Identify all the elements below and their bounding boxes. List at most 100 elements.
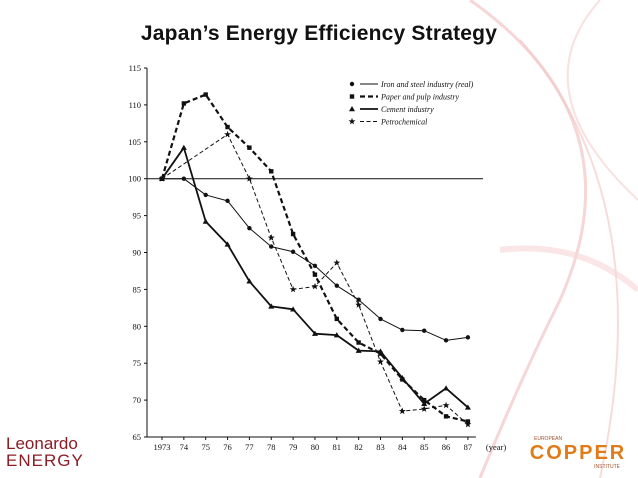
data-point-series-1 <box>181 176 187 181</box>
data-point-series-1 <box>465 335 471 340</box>
data-point-series-4 <box>442 401 450 409</box>
data-point-series-1 <box>334 283 339 288</box>
data-point-series-3 <box>399 374 406 381</box>
series-line-4 <box>161 133 469 425</box>
slide-title: Japan’s Energy Efficiency Strategy <box>140 22 498 45</box>
data-point-series-2 <box>247 145 252 150</box>
legend-label-2: Paper and pulp industry <box>380 93 459 102</box>
data-point-series-4 <box>377 358 384 365</box>
y-tick-label: 95 <box>133 211 142 221</box>
data-point-series-4 <box>289 285 297 293</box>
legend-marker-1 <box>349 81 355 87</box>
data-point-series-3 <box>421 400 428 406</box>
x-tick-label: 83 <box>376 442 385 452</box>
data-point-series-4 <box>355 301 363 308</box>
x-tick-label: 80 <box>311 442 320 452</box>
x-tick-label: 86 <box>442 442 451 452</box>
data-point-series-1 <box>203 192 208 198</box>
legend-marker-4 <box>348 117 356 125</box>
data-point-series-3 <box>377 348 384 354</box>
data-point-series-4 <box>267 234 275 241</box>
legend-label-4: Petrochemical <box>380 118 428 127</box>
logo-left-line1: Leonardo <box>6 434 78 453</box>
y-tick-label: 110 <box>129 100 141 110</box>
series-line-2 <box>160 93 469 423</box>
data-point-series-3 <box>355 347 362 353</box>
y-tick-label: 80 <box>133 321 142 331</box>
y-tick-label: 100 <box>128 174 141 184</box>
data-point-series-3 <box>224 241 231 247</box>
data-point-series-1 <box>290 249 296 254</box>
y-tick-label: 65 <box>133 432 142 442</box>
x-tick-label: 82 <box>354 442 363 452</box>
x-tick-label: 85 <box>420 442 429 452</box>
data-point-series-3 <box>202 218 209 224</box>
data-point-series-4 <box>158 175 166 182</box>
series-line-1 <box>162 178 468 341</box>
data-point-series-4 <box>224 130 231 138</box>
logo-right-bottom: INSTITUTE <box>594 464 620 470</box>
data-point-series-2 <box>443 414 449 419</box>
data-point-series-1 <box>356 297 361 302</box>
data-point-series-1 <box>312 263 318 268</box>
data-point-series-4 <box>333 259 341 266</box>
data-point-series-1 <box>422 328 427 333</box>
data-point-series-3 <box>290 306 297 312</box>
data-point-series-2 <box>312 272 318 277</box>
y-tick-label: 90 <box>133 248 142 258</box>
leonardo-energy-logo: Leonardo ENERGY <box>6 435 84 469</box>
x-tick-label: 81 <box>333 442 342 452</box>
y-tick-label: 85 <box>133 284 142 294</box>
legend-marker-3 <box>349 106 355 112</box>
data-point-series-1 <box>443 338 449 343</box>
data-point-series-2 <box>269 169 274 174</box>
x-tick-label: 75 <box>201 442 210 452</box>
data-point-series-2 <box>290 231 296 237</box>
data-point-series-4 <box>398 407 406 415</box>
data-point-series-2 <box>225 124 230 130</box>
data-point-series-1 <box>225 198 230 204</box>
x-tick-label: 77 <box>245 442 254 452</box>
x-axis-label: (year) <box>486 442 506 452</box>
data-point-series-4 <box>464 420 472 428</box>
logo-left-line2: ENERGY <box>6 451 84 470</box>
legend-marker-2 <box>349 94 355 99</box>
data-point-series-2 <box>422 397 427 403</box>
decorative-arc <box>519 39 619 478</box>
legend-label-1: Iron and steel industry (real) <box>380 80 474 89</box>
y-tick-label: 115 <box>129 63 141 73</box>
data-point-series-2 <box>334 316 339 322</box>
data-point-series-4 <box>246 175 253 182</box>
series-line-3 <box>161 146 469 409</box>
data-point-series-2 <box>356 340 361 345</box>
y-tick-label: 105 <box>128 137 141 147</box>
y-tick-label: 75 <box>133 358 142 368</box>
data-point-series-1 <box>247 225 252 231</box>
x-tick-label: 1973 <box>154 442 171 452</box>
decorative-arc <box>566 0 638 201</box>
logo-right-main: COPPER <box>529 442 627 464</box>
x-tick-label: 79 <box>289 442 298 452</box>
data-point-series-2 <box>181 101 187 106</box>
data-point-series-3 <box>246 278 253 284</box>
data-point-series-3 <box>333 332 340 338</box>
x-tick-label: 76 <box>223 442 232 452</box>
data-point-series-4 <box>311 282 319 290</box>
y-tick-label: 70 <box>133 395 142 405</box>
data-point-series-3 <box>268 303 275 309</box>
x-tick-label: 74 <box>180 442 189 452</box>
decorative-arc <box>499 245 638 293</box>
data-point-series-3 <box>443 385 450 391</box>
data-point-series-3 <box>180 144 187 150</box>
data-point-series-2 <box>378 351 383 356</box>
data-point-series-4 <box>420 405 428 412</box>
copper-institute-logo: EUROPEAN COPPER INSTITUTE <box>522 436 634 470</box>
data-point-series-1 <box>378 316 383 322</box>
x-tick-label: 84 <box>398 442 407 452</box>
data-point-series-1 <box>269 244 274 249</box>
data-point-series-2 <box>203 92 208 97</box>
x-tick-label: 78 <box>267 442 276 452</box>
legend-label-3: Cement industry <box>381 105 434 114</box>
